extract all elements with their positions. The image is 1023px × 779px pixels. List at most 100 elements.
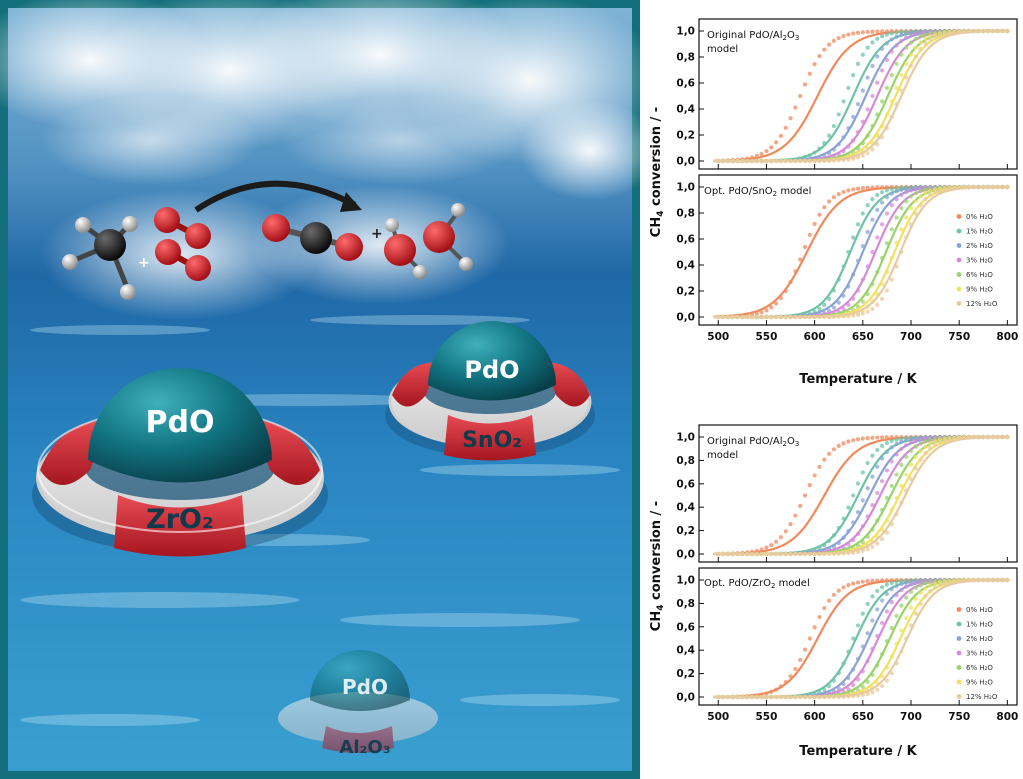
clouds — [0, 0, 640, 200]
data-point-12pct — [870, 544, 875, 550]
data-point-1pct — [855, 61, 861, 66]
data-point-2pct — [894, 583, 899, 589]
x-tick-label: 600 — [804, 711, 826, 723]
data-point-0pct — [860, 30, 865, 35]
data-point-9pct — [932, 581, 938, 586]
data-point-12pct — [923, 197, 928, 202]
legend-label: 2% H₂O — [966, 635, 993, 643]
data-point-12pct — [913, 611, 918, 616]
pdo-particle-large — [88, 368, 272, 483]
data-point-3pct — [918, 437, 923, 442]
legend-label: 9% H₂O — [966, 679, 993, 687]
data-point-2pct — [904, 438, 909, 443]
data-point-2pct — [894, 34, 899, 39]
data-point-1pct — [889, 187, 894, 192]
plot-layer: 0,0 0,2 0,4 0,6 0,8 1,0 0,0 0,2 0,4 0,6 0,8 1,0 500 5… — [676, 26, 1018, 724]
data-point-6pct — [908, 40, 914, 45]
data-point-1pct — [889, 31, 894, 36]
data-point-0pct — [860, 185, 865, 191]
data-point-2pct — [860, 498, 865, 503]
legend-label: 6% H₂O — [966, 271, 993, 279]
data-point-3pct — [894, 452, 899, 457]
data-point-0pct — [846, 32, 851, 37]
data-point-3pct — [913, 31, 918, 37]
data-point-9pct — [913, 596, 918, 602]
data-point-9pct — [923, 586, 928, 591]
data-point-9pct — [908, 206, 914, 211]
data-point-12pct — [908, 63, 914, 69]
y-tick-label: 0,6 — [676, 621, 695, 633]
data-point-2pct — [899, 581, 904, 587]
data-point-9pct — [928, 583, 933, 588]
model-line-0pct — [713, 185, 1007, 318]
data-point-9pct — [904, 61, 909, 66]
data-point-0pct — [855, 30, 861, 35]
data-point-12pct — [884, 288, 890, 293]
data-point-0pct — [817, 212, 822, 217]
pdo-label-sunk: PdO — [342, 675, 388, 699]
water-molecules — [384, 203, 473, 279]
pdo-particle-sunk — [310, 650, 410, 711]
data-point-6pct — [918, 441, 923, 446]
data-point-6pct — [908, 589, 914, 594]
data-point-0pct — [773, 301, 779, 306]
data-point-6pct — [928, 437, 933, 443]
data-point-12pct — [870, 690, 875, 695]
data-point-12pct — [884, 530, 890, 535]
data-point-12pct — [875, 302, 880, 307]
annotation-top-lower: Opt. PdO/SnO2 model — [704, 186, 811, 198]
data-point-2pct — [865, 631, 870, 636]
data-point-0pct — [865, 436, 870, 441]
legend-marker — [956, 636, 962, 641]
data-point-0pct — [802, 647, 808, 652]
data-point-0pct — [846, 583, 851, 588]
data-point-1pct — [879, 34, 885, 39]
x-tick-label: 500 — [707, 711, 729, 723]
data-point-1pct — [817, 306, 822, 312]
data-point-9pct — [908, 462, 914, 467]
data-point-9pct — [908, 605, 914, 610]
model-line-9pct — [713, 29, 1007, 163]
data-point-12pct — [875, 541, 880, 546]
data-point-12pct — [947, 30, 952, 35]
data-point-2pct — [860, 88, 865, 93]
xlabel-bottom: Temperature / K — [799, 744, 917, 759]
x-tick-label: 550 — [755, 331, 777, 343]
y-tick-label: 1,0 — [676, 26, 695, 38]
y-tick-label: 0,2 — [676, 130, 695, 142]
data-point-6pct — [860, 299, 865, 304]
data-point-12pct — [879, 536, 885, 542]
data-point-6pct — [889, 73, 894, 78]
data-point-1pct — [860, 611, 865, 616]
data-point-1pct — [889, 438, 894, 444]
data-point-0pct — [754, 311, 759, 316]
data-point-6pct — [904, 595, 909, 600]
model-line-6pct — [713, 29, 1007, 163]
data-point-2pct — [904, 580, 909, 585]
data-point-12pct — [875, 142, 880, 147]
data-point-0pct — [841, 441, 846, 446]
data-point-3pct — [908, 33, 914, 38]
data-point-2pct — [870, 474, 875, 479]
data-point-0pct — [855, 437, 861, 442]
data-point-3pct — [913, 580, 918, 585]
data-point-0pct — [802, 244, 808, 250]
data-point-3pct — [904, 190, 909, 195]
x-tick-label: 800 — [996, 711, 1018, 723]
data-point-0pct — [812, 625, 817, 630]
data-point-9pct — [904, 215, 909, 220]
figure-bottom: CH4 conversion / - Temperature / K — [649, 424, 1018, 759]
model-line-0pct — [713, 435, 1007, 555]
data-point-12pct — [942, 580, 947, 586]
legend-marker — [956, 272, 962, 277]
data-point-0pct — [865, 29, 870, 34]
data-point-12pct — [879, 296, 885, 301]
data-point-0pct — [793, 513, 798, 518]
legend-label: 3% H₂O — [966, 257, 993, 265]
data-point-3pct — [899, 446, 904, 452]
data-point-12pct — [928, 192, 933, 198]
data-point-1pct — [884, 440, 890, 446]
data-point-0pct — [759, 151, 764, 157]
data-point-2pct — [884, 195, 890, 200]
data-point-3pct — [904, 35, 909, 40]
